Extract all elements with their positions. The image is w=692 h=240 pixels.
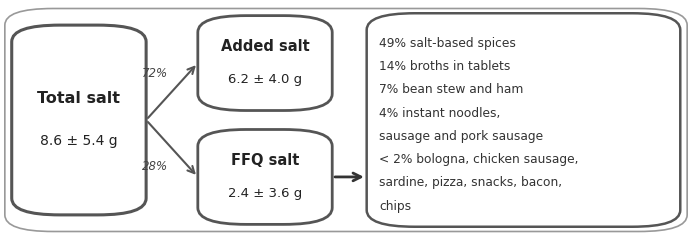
- Text: Added salt: Added salt: [221, 39, 309, 54]
- FancyBboxPatch shape: [12, 25, 146, 215]
- Text: 6.2 ± 4.0 g: 6.2 ± 4.0 g: [228, 73, 302, 86]
- Text: FFQ salt: FFQ salt: [231, 153, 299, 168]
- FancyBboxPatch shape: [367, 13, 680, 227]
- Text: < 2% bologna, chicken sausage,: < 2% bologna, chicken sausage,: [379, 153, 579, 166]
- Text: 7% bean stew and ham: 7% bean stew and ham: [379, 84, 523, 96]
- Text: 28%: 28%: [142, 160, 167, 173]
- FancyBboxPatch shape: [5, 8, 687, 232]
- Text: chips: chips: [379, 200, 411, 213]
- Text: sardine, pizza, snacks, bacon,: sardine, pizza, snacks, bacon,: [379, 176, 562, 189]
- Text: 8.6 ± 5.4 g: 8.6 ± 5.4 g: [40, 134, 118, 148]
- FancyBboxPatch shape: [198, 130, 332, 224]
- Text: 2.4 ± 3.6 g: 2.4 ± 3.6 g: [228, 187, 302, 200]
- Text: 72%: 72%: [142, 67, 167, 80]
- Text: 49% salt-based spices: 49% salt-based spices: [379, 37, 516, 50]
- FancyBboxPatch shape: [198, 16, 332, 110]
- Text: sausage and pork sausage: sausage and pork sausage: [379, 130, 543, 143]
- Text: 14% broths in tablets: 14% broths in tablets: [379, 60, 511, 73]
- Text: Total salt: Total salt: [37, 91, 120, 106]
- Text: 4% instant noodles,: 4% instant noodles,: [379, 107, 500, 120]
